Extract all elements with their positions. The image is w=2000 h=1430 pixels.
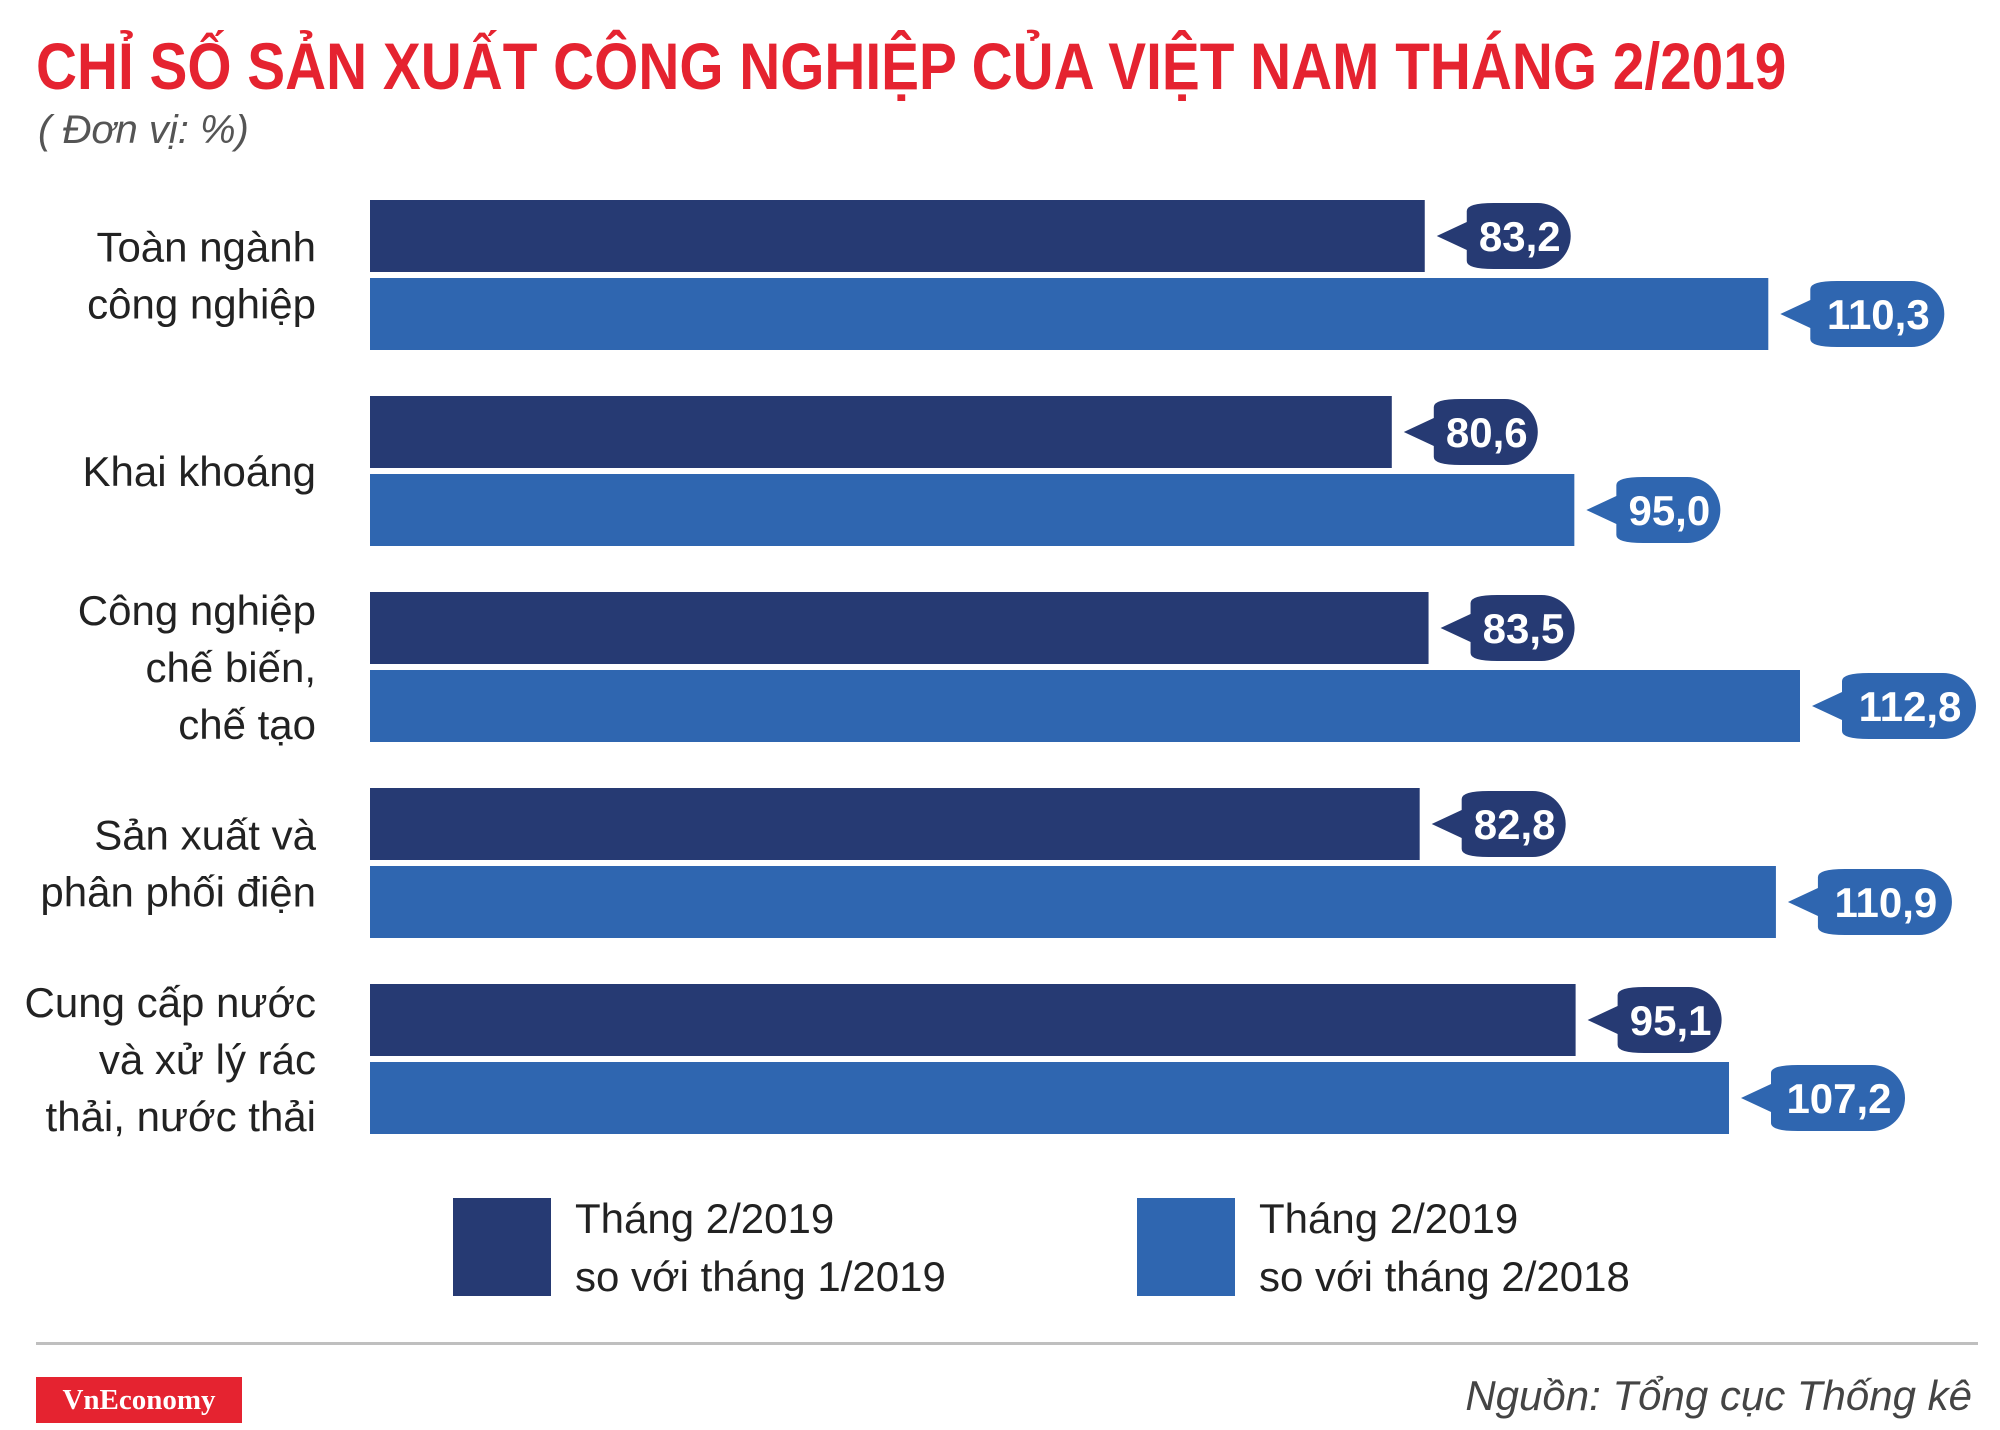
value-bubble-s1-0 bbox=[1436, 203, 1571, 269]
value-label-s2-1: 95,0 bbox=[1628, 487, 1710, 534]
bars-layer: 83,2 110,3 80,6 95,0 83,5 112,8 82,8 110,9 95,1 1… bbox=[370, 200, 1976, 1134]
chart-title: CHỈ SỐ SẢN XUẤT CÔNG NGHIỆP CỦA VIỆT NAM… bbox=[36, 29, 1787, 103]
value-label-s2-3: 110,9 bbox=[1835, 879, 1938, 926]
legend-label-1-line-1: so với tháng 1/2019 bbox=[575, 1253, 946, 1300]
bar-s2-1 bbox=[370, 474, 1575, 546]
bar-s1-2 bbox=[370, 592, 1429, 664]
category-labels-layer: Toàn ngành công nghiệp Khai khoáng Công ngh… bbox=[25, 224, 317, 1141]
unit-label: ( Đơn vị: %) bbox=[38, 108, 249, 152]
category-label-2-line-2: chế tạo bbox=[178, 701, 316, 748]
category-label-4-line-2: thải, nước thải bbox=[46, 1093, 316, 1140]
value-bubble-s1-2 bbox=[1440, 595, 1575, 661]
legend-swatch-2 bbox=[1137, 1198, 1235, 1296]
bar-chart: 83,2 110,3 80,6 95,0 83,5 112,8 82,8 110,9 95,1 1… bbox=[25, 200, 1976, 1300]
category-label-0-line-0: Toàn ngành bbox=[96, 224, 316, 271]
category-label-2-line-0: Công nghiệp bbox=[78, 587, 316, 634]
bar-s1-4 bbox=[370, 984, 1576, 1056]
category-label-2-line-1: chế biến, bbox=[146, 644, 316, 691]
legend-label-2-line-0: Tháng 2/2019 bbox=[1259, 1195, 1518, 1242]
bar-s1-1 bbox=[370, 396, 1392, 468]
legend-label-2-line-1: so với tháng 2/2018 bbox=[1259, 1253, 1630, 1300]
value-bubble-s1-3 bbox=[1431, 791, 1566, 857]
category-label-3-line-0: Sản xuất và bbox=[94, 812, 316, 859]
bar-s2-2 bbox=[370, 670, 1800, 742]
legend-swatch-1 bbox=[453, 1198, 551, 1296]
value-bubble-s2-2 bbox=[1812, 673, 1976, 739]
value-label-s1-1: 80,6 bbox=[1446, 409, 1528, 456]
bar-s1-3 bbox=[370, 788, 1420, 860]
value-bubble-s1-1 bbox=[1403, 399, 1538, 465]
bar-s2-4 bbox=[370, 1062, 1730, 1134]
bar-s2-0 bbox=[370, 278, 1769, 350]
value-label-s2-4: 107,2 bbox=[1786, 1075, 1891, 1122]
legend-label-1-line-0: Tháng 2/2019 bbox=[575, 1195, 834, 1242]
category-label-0-line-1: công nghiệp bbox=[87, 281, 316, 328]
value-label-s1-4: 95,1 bbox=[1630, 997, 1712, 1044]
category-label-4-line-0: Cung cấp nước bbox=[25, 979, 316, 1026]
bar-s2-3 bbox=[370, 866, 1776, 938]
footer-divider bbox=[36, 1342, 1978, 1345]
value-label-s2-2: 112,8 bbox=[1859, 683, 1962, 730]
value-label-s1-0: 83,2 bbox=[1479, 213, 1561, 260]
source-note: Nguồn: Tổng cục Thống kê bbox=[1465, 1372, 1972, 1419]
value-bubble-s2-3 bbox=[1787, 869, 1952, 935]
legend: Tháng 2/2019 so với tháng 1/2019 Tháng 2/2… bbox=[453, 1195, 1630, 1300]
vneconomy-logo: VnEconomy bbox=[36, 1377, 242, 1423]
value-bubble-s2-4 bbox=[1741, 1065, 1906, 1131]
bar-s1-0 bbox=[370, 200, 1425, 272]
value-label-s2-0: 110,3 bbox=[1827, 291, 1930, 338]
value-bubble-s2-1 bbox=[1586, 477, 1721, 543]
category-label-1-line-0: Khai khoáng bbox=[82, 448, 316, 495]
value-label-s1-3: 82,8 bbox=[1474, 801, 1556, 848]
category-label-4-line-1: và xử lý rác bbox=[99, 1036, 316, 1083]
value-bubble-s1-4 bbox=[1587, 987, 1722, 1053]
value-label-s1-2: 83,5 bbox=[1483, 605, 1565, 652]
value-bubble-s2-0 bbox=[1780, 281, 1945, 347]
category-label-3-line-1: phân phối điện bbox=[40, 869, 316, 916]
